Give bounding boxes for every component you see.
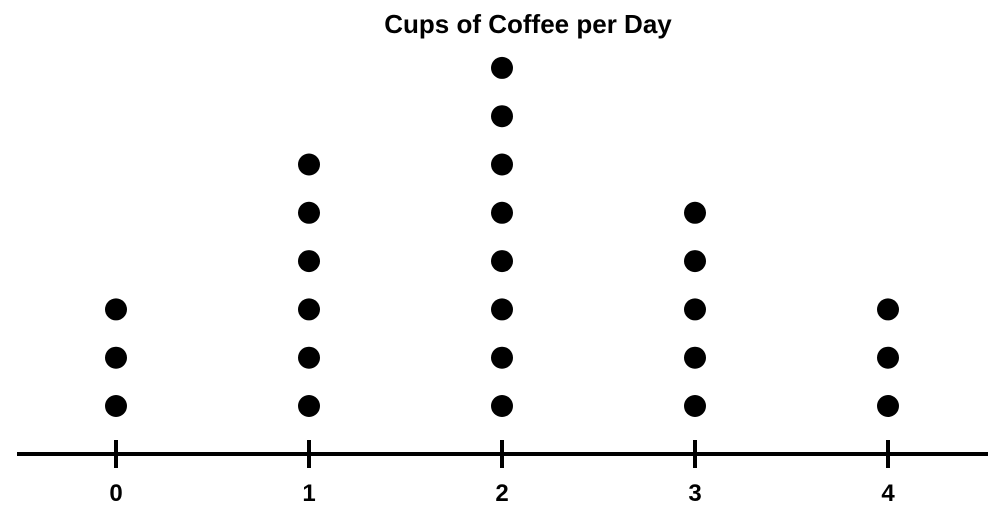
dot-x3-3 (684, 298, 706, 321)
dot-x2-3 (491, 298, 513, 321)
dot-x1-2 (298, 346, 320, 369)
dot-x1-6 (298, 153, 320, 176)
dot-x2-6 (491, 153, 513, 176)
dot-x0-2 (105, 346, 127, 369)
dot-x2-8 (491, 56, 513, 79)
dot-x2-1 (491, 395, 513, 417)
dot-x0-3 (105, 298, 127, 321)
dot-x2-4 (491, 250, 513, 273)
x-tick-label-4: 4 (881, 480, 895, 507)
x-axis-ticks (114, 440, 890, 468)
x-tick-label-3: 3 (688, 480, 701, 507)
dot-x4-2 (877, 346, 899, 369)
dot-x3-4 (684, 250, 706, 273)
x-tick-label-1: 1 (302, 480, 315, 507)
dot-x4-1 (877, 395, 899, 417)
dot-x1-1 (298, 395, 320, 417)
dot-x3-2 (684, 346, 706, 369)
data-dots (105, 56, 899, 417)
x-tick-label-0: 0 (109, 480, 122, 507)
dot-x3-1 (684, 395, 706, 417)
chart-title: Cups of Coffee per Day (384, 9, 672, 39)
dot-x1-3 (298, 298, 320, 321)
dot-x4-3 (877, 298, 899, 321)
dot-x2-2 (491, 346, 513, 369)
x-axis-tick-labels: 0 1 2 3 4 (109, 480, 895, 507)
dot-x1-4 (298, 250, 320, 273)
dot-x2-5 (491, 201, 513, 224)
x-tick-label-2: 2 (495, 480, 508, 507)
dot-x3-5 (684, 201, 706, 224)
dot-x2-7 (491, 105, 513, 128)
dot-x1-5 (298, 201, 320, 224)
dot-x0-1 (105, 395, 127, 417)
